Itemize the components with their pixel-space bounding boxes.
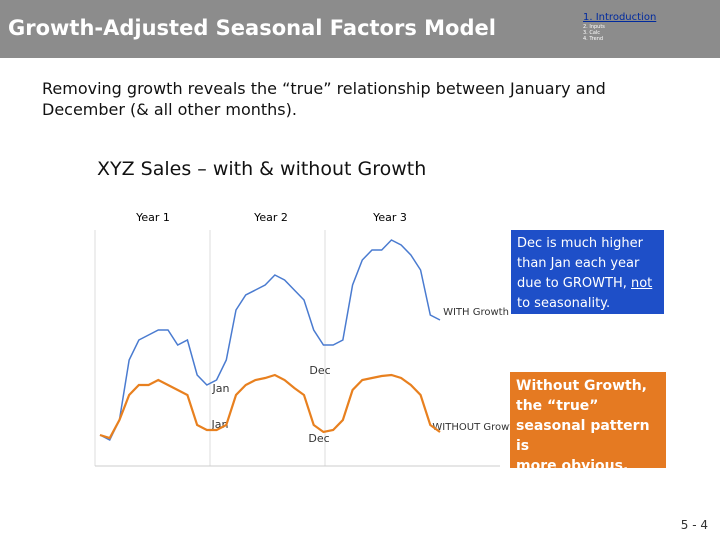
annotation: Jan xyxy=(212,382,230,395)
nav-item[interactable]: 4. Trend xyxy=(583,36,604,42)
chart-title: XYZ Sales – with & without Growth xyxy=(97,158,427,180)
intro-line: December (& all other months). xyxy=(42,100,297,119)
nav-item[interactable]: 2. Inputs xyxy=(583,24,605,30)
year-label: Year 1 xyxy=(135,211,170,224)
callout-seasonal: Without Growth, the “true” seasonal patt… xyxy=(510,372,666,474)
callout-line: than Jan each year xyxy=(517,256,640,271)
series-line xyxy=(99,373,441,440)
slide-title: Growth-Adjusted Seasonal Factors Model xyxy=(8,16,496,40)
nav: 1. Introduction 2. Inputs 3. Calc 4. Tre… xyxy=(583,11,656,42)
header-bar xyxy=(0,0,720,58)
page-number: 5 - 4 xyxy=(680,518,708,532)
callout-line: more obvious. xyxy=(516,458,629,474)
callout-line: due to GROWTH, xyxy=(517,276,631,291)
nav-item[interactable]: 1. Introduction xyxy=(583,12,657,23)
series-line xyxy=(99,239,441,442)
intro-line: Removing growth reveals the “true” relat… xyxy=(42,79,606,98)
annotation: Dec xyxy=(309,364,330,377)
series-label: WITH Growth xyxy=(443,307,509,318)
callout-line: Without Growth, xyxy=(516,378,647,394)
year-label: Year 3 xyxy=(372,211,407,224)
year-label: Year 2 xyxy=(253,211,288,224)
callout-line: the “true” xyxy=(516,398,599,414)
series-label: WITHOUT Growth xyxy=(432,422,519,433)
callout-line: Dec is much higher xyxy=(517,236,643,251)
callout-line: to seasonality. xyxy=(517,296,611,311)
callout-line: seasonal pattern is xyxy=(516,418,650,454)
callout-emphasis: not xyxy=(630,276,653,291)
annotation: Jan xyxy=(211,418,229,431)
nav-item[interactable]: 3. Calc xyxy=(583,30,601,36)
annotation: Dec xyxy=(308,432,329,445)
intro: Removing growth reveals the “true” relat… xyxy=(42,78,606,120)
callout-growth: Dec is much higher than Jan each year du… xyxy=(511,230,664,314)
